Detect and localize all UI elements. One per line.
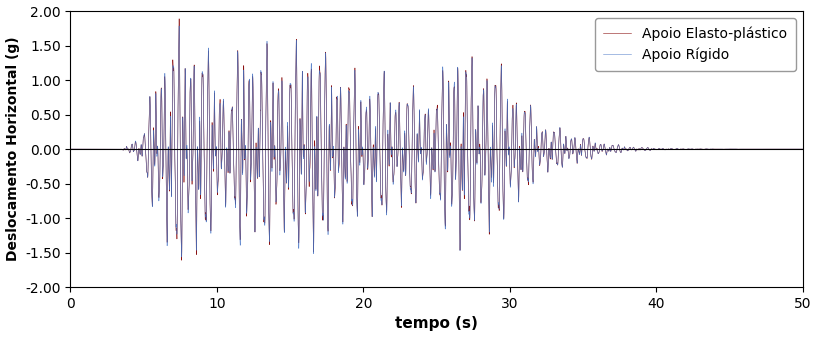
Apoio Elasto-plástico [763,147,773,151]
Legend: Apoio Elasto-plástico, Apoio Rígido: Apoio Elasto-plástico, Apoio Rígido [595,18,796,71]
Apoio Elasto-plástico [797,147,807,151]
Apoio Elasto-plástico [571,143,581,147]
Apoio Elasto-plástico [141,149,150,153]
Apoio Rígido [493,202,503,206]
Apoio Elasto-plástico [174,17,184,21]
Apoio Rígido [763,147,773,151]
Apoio Elasto-plástico [561,137,571,141]
Apoio Rígido [176,255,186,259]
Apoio Rígido [174,24,184,28]
Apoio Rígido [571,144,581,148]
Apoio Elasto-plástico [65,147,75,151]
Line: Apoio Elasto-plástico: Apoio Elasto-plástico [70,19,802,260]
Y-axis label: Deslocamento Horizontal (g): Deslocamento Horizontal (g) [6,37,20,262]
Apoio Rígido [209,131,219,135]
Apoio Rígido [561,136,571,140]
Apoio Rígido [65,147,75,151]
X-axis label: tempo (s): tempo (s) [395,316,478,332]
Line: Apoio Rígido: Apoio Rígido [70,26,802,257]
Apoio Elasto-plástico [209,129,219,133]
Apoio Elasto-plástico [493,204,503,208]
Apoio Elasto-plástico [176,258,186,262]
Apoio Rígido [797,147,807,151]
Apoio Rígido [141,149,150,153]
